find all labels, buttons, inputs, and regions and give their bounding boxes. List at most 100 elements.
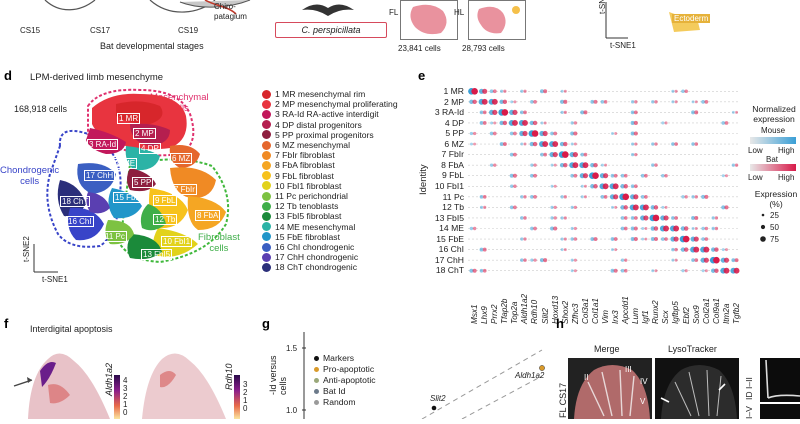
tag-16: 16 ChI (66, 216, 94, 227)
bat-dot (583, 195, 587, 199)
scale-tick: 4 (123, 376, 128, 385)
scale-tick: 2 (123, 392, 128, 401)
mouse-dot (610, 248, 614, 252)
bat-dot (573, 237, 578, 241)
identity-row-label: 9 FbL (442, 170, 464, 181)
mouse-dot (701, 269, 705, 273)
bat-dot (583, 184, 587, 188)
legend-item: 13 FbI5 fibroblast (262, 211, 341, 221)
mouse-dot (620, 226, 625, 231)
mouse-dot (509, 205, 514, 210)
lysotracker-label: LysoTracker (668, 344, 717, 354)
bat-dot (703, 246, 710, 253)
bat-dot (533, 173, 537, 178)
gene-label: Prrx2 (490, 304, 500, 324)
bat-dot (602, 183, 609, 190)
mouse-dot (620, 216, 625, 220)
mouse-dot (721, 248, 725, 252)
tag-9: 9 FbL (153, 195, 178, 206)
mouse-dot (681, 89, 685, 94)
bat-dot (623, 184, 628, 189)
bat-dot (493, 121, 497, 125)
bat-dot (614, 248, 618, 252)
gene-label: Col9a1 (711, 298, 721, 324)
mouse-dot (701, 99, 706, 104)
g-tick-top: 1.5 (286, 344, 298, 353)
bat-dot (633, 184, 638, 189)
top-tsne1: t-SNE1 (610, 41, 636, 50)
bat-dot (614, 132, 618, 135)
legend-swatch (262, 201, 271, 211)
g-legend-item: Bat Id (314, 386, 345, 396)
bat-dot (664, 121, 668, 125)
bat-dot (633, 194, 639, 200)
g-point-aldh1a2: Aldh1a2 (515, 371, 545, 380)
mouse-dot (671, 89, 675, 93)
legend-swatch (262, 89, 271, 99)
mouse-dot (520, 89, 524, 93)
stages-caption: Bat developmental stages (100, 41, 204, 51)
legend-label: 14 ME mesenchymal (275, 221, 356, 232)
bat-dot (694, 142, 699, 146)
bat-dot (482, 110, 487, 115)
legend-item: 8 FbA fibroblast (262, 160, 335, 170)
legend-label: 15 FbE fibroblast (275, 231, 340, 242)
legend-label: 1 MR mesenchymal rim (275, 89, 366, 99)
legend-label: 12 Tb tenoblasts (275, 201, 339, 212)
mouse-dot (479, 247, 484, 252)
mouse-dot (479, 110, 484, 115)
bat-dot (654, 142, 658, 146)
mouse-dot (489, 163, 494, 167)
bat-dot (644, 237, 648, 241)
mouse-dot (559, 162, 565, 168)
mouse-dot (469, 99, 474, 105)
mouse-dot (691, 110, 696, 115)
mouse-dot (570, 173, 575, 178)
fl-umap-thumb (400, 0, 458, 40)
mouse-dot (610, 205, 614, 209)
tag-1: 1 MR (117, 113, 141, 124)
bat-dot (694, 227, 698, 230)
mouse-dot (610, 237, 615, 241)
mouse-dot (580, 195, 584, 199)
bat-dot (582, 162, 589, 169)
mouse-dot (509, 173, 514, 178)
mouse-dot (671, 247, 675, 252)
g-legend-item: Markers (314, 353, 354, 363)
bat-dot (694, 100, 698, 104)
legend-label: 13 FbI5 fibroblast (275, 211, 342, 222)
panel-d-cell-count: 168,918 cells (14, 104, 68, 114)
bat-dot (482, 247, 487, 252)
mouse-dot (499, 120, 504, 126)
bat-dot (603, 173, 609, 179)
mouse-dot (620, 173, 625, 178)
mouse-dot (539, 258, 544, 263)
bat-icon (302, 4, 354, 16)
mouse-dot (580, 152, 585, 157)
mouse-dot (610, 173, 615, 178)
stage-cs15: CS15 (20, 26, 41, 35)
bat-dot (512, 173, 517, 178)
bat-dot (694, 110, 699, 115)
bat-dot (704, 99, 709, 104)
bat-dot (492, 89, 497, 94)
bat-dot (572, 152, 578, 158)
mouse-dot (530, 163, 534, 167)
identity-row-label: 5 PP (445, 128, 464, 139)
bat-dot (572, 162, 579, 169)
bat-dot (632, 204, 639, 211)
bat-dot (623, 268, 628, 273)
bat-dot (542, 130, 548, 137)
mouse-dot (600, 163, 604, 167)
mouse-dot (530, 100, 534, 104)
bat-dot (491, 98, 498, 105)
bat-dot (664, 173, 668, 178)
legend-item: 5 PP proximal progenitors (262, 130, 374, 140)
bat-dot (502, 99, 508, 105)
legend-swatch (262, 150, 271, 160)
legend-item: 12 Tb tenoblasts (262, 201, 338, 211)
bat-dot (663, 215, 669, 221)
bat-dot (472, 268, 477, 273)
bat-dot (652, 214, 660, 222)
legend-item: 9 FbL fibroblast (262, 171, 334, 181)
